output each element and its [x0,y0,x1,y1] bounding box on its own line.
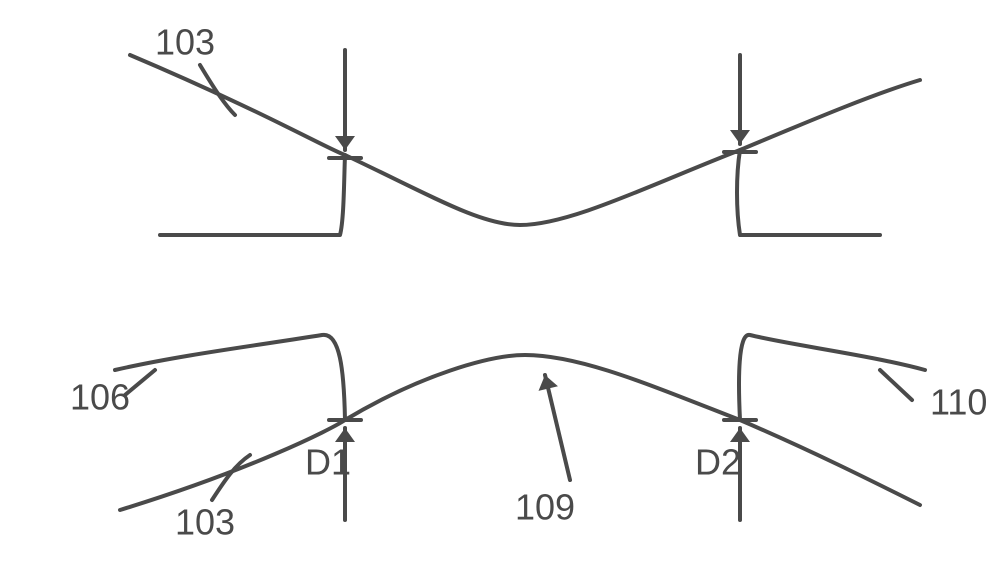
label-d2: D2 [695,442,741,483]
leader-109-shaft [545,375,570,480]
label-110: 110 [930,382,987,423]
curve-top-main [130,55,920,225]
curve-bottom-inner-right [739,335,925,420]
curve-top-inner-left [160,155,345,235]
curve-bottom-inner-left [115,335,345,420]
arrow-d1-bot-head [335,428,355,442]
arrow-d2-top-head [730,130,750,144]
leader-110 [880,370,912,400]
label-103-top: 103 [155,22,215,63]
label-d1: D1 [305,442,351,483]
leader-109-head [539,375,558,391]
label-106: 106 [70,377,130,418]
arrow-d2-bot-head [730,428,750,442]
label-109: 109 [515,487,575,528]
arrow-d1-top-head [335,136,355,150]
curve-top-inner-right [737,150,880,235]
label-103-bot: 103 [175,502,235,543]
